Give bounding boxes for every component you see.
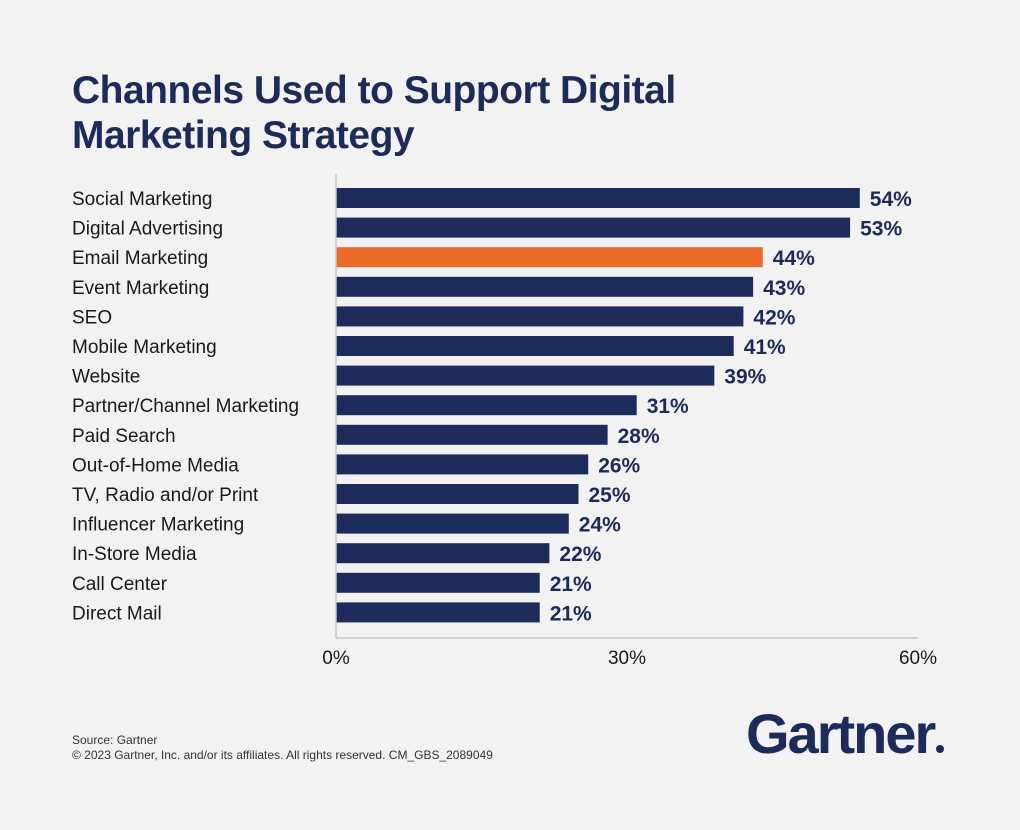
category-label: Partner/Channel Marketing	[72, 396, 299, 417]
x-tick-label: 60%	[899, 648, 937, 669]
category-label: Call Center	[72, 574, 168, 595]
bar	[336, 395, 637, 416]
value-label: 26%	[598, 454, 640, 477]
gartner-logo: Gartner	[746, 702, 945, 765]
footer: Source: Gartner © 2023 Gartner, Inc. and…	[72, 733, 493, 763]
category-label: Mobile Marketing	[72, 337, 217, 358]
logo-dot-icon	[936, 745, 945, 753]
value-label: 53%	[860, 218, 902, 241]
bar	[336, 424, 608, 445]
value-label: 22%	[559, 543, 601, 566]
bar	[336, 217, 851, 238]
category-label: Paid Search	[72, 426, 176, 447]
category-label: Influencer Marketing	[72, 515, 244, 536]
category-labels: Social Marketing Digital Advertising Email…	[72, 189, 299, 624]
value-label: 21%	[550, 602, 592, 625]
value-label: 25%	[589, 484, 631, 507]
bar	[336, 602, 540, 623]
category-label: Digital Advertising	[72, 219, 223, 240]
category-label: SEO	[72, 307, 112, 328]
chart-title: Channels Used to Support Digital Marketi…	[72, 69, 676, 157]
value-label: 31%	[647, 395, 689, 418]
value-label: 44%	[773, 247, 815, 270]
value-label: 39%	[724, 366, 766, 389]
x-tick-label: 30%	[608, 648, 646, 669]
value-label: 42%	[753, 306, 795, 329]
x-tick-label: 0%	[322, 648, 350, 669]
bar	[336, 336, 734, 356]
source-note: Source: Gartner	[72, 733, 158, 747]
value-label: 54%	[870, 188, 912, 211]
bar	[336, 247, 763, 268]
category-label: Direct Mail	[72, 603, 162, 624]
bar	[336, 306, 744, 327]
bar	[336, 572, 540, 593]
copyright-note: © 2023 Gartner, Inc. and/or its affiliat…	[72, 748, 493, 762]
category-label: Out-of-Home Media	[72, 455, 239, 476]
value-labels: 54% 53% 44% 43% 42% 41% 39% 31% 28% 26% 25% 24% 22% 2…	[550, 188, 912, 625]
logo-text: Gartner	[746, 702, 936, 765]
category-label: Email Marketing	[72, 248, 208, 269]
value-label: 24%	[579, 514, 621, 537]
value-label: 21%	[550, 573, 592, 596]
bars	[336, 188, 860, 623]
x-tick-labels: 0% 30% 60%	[322, 637, 937, 669]
category-label: In-Store Media	[72, 544, 197, 565]
value-label: 43%	[763, 277, 805, 300]
bar	[336, 543, 550, 564]
bar	[336, 188, 860, 208]
bar	[336, 484, 579, 504]
category-label: TV, Radio and/or Print	[72, 485, 259, 506]
bar	[336, 365, 715, 386]
bar	[336, 454, 589, 475]
bar	[336, 276, 754, 297]
bar	[336, 513, 569, 534]
category-label: Event Marketing	[72, 278, 209, 299]
category-label: Website	[72, 367, 140, 388]
value-label: 28%	[618, 425, 660, 448]
category-label: Social Marketing	[72, 189, 212, 210]
value-label: 41%	[744, 336, 786, 359]
